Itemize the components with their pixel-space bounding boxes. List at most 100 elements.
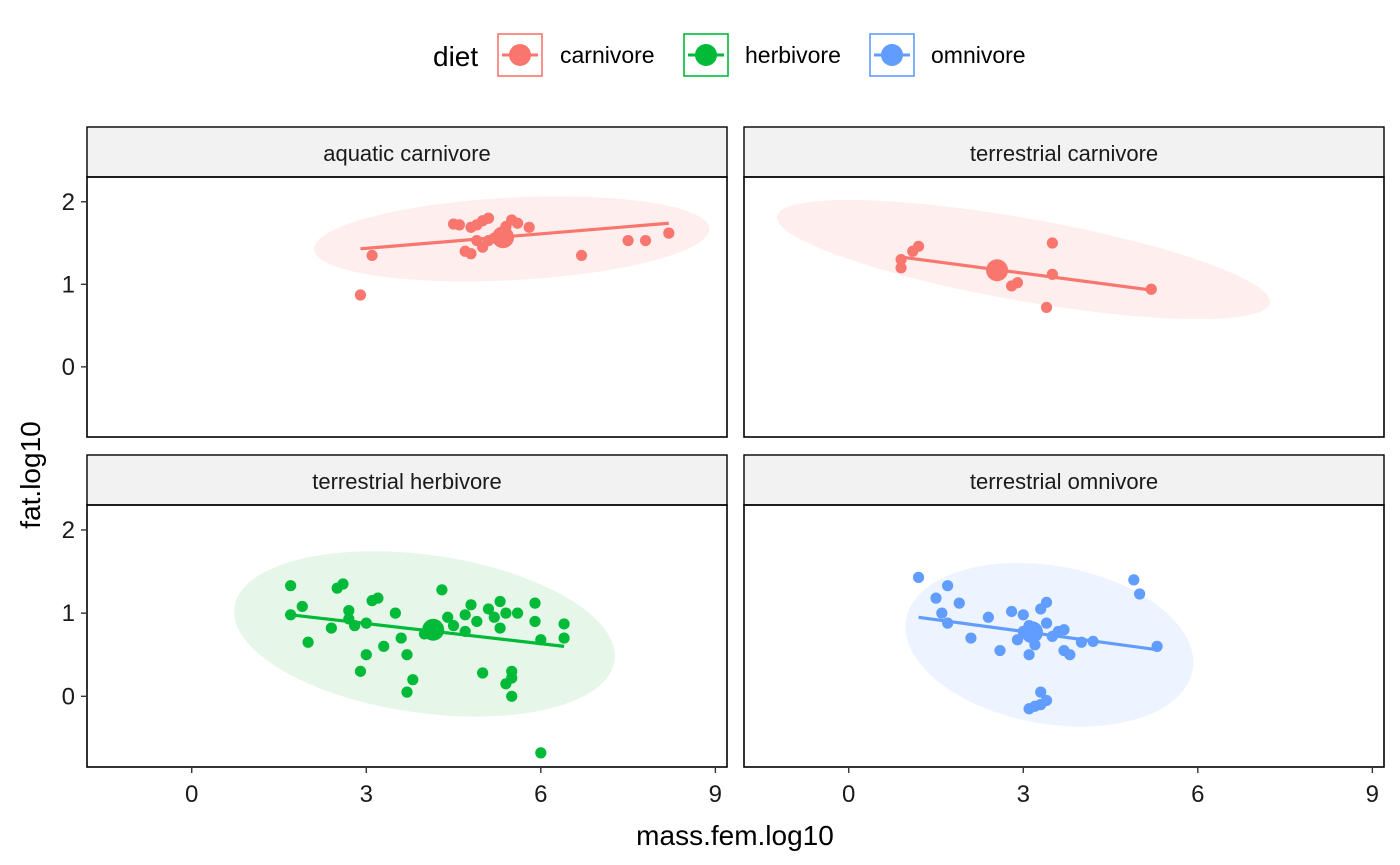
data-point [494,622,506,634]
panel-terrestrial-carnivore: terrestrial carnivore [743,126,1385,438]
data-point [558,632,570,644]
legend-label-carnivore: carnivore [560,42,655,68]
centroid-marker [1021,621,1043,644]
data-point [401,686,413,698]
strip-label: terrestrial carnivore [970,141,1158,166]
data-point [1046,237,1058,249]
data-point [1058,624,1070,636]
panel-terrestrial-herbivore: terrestrial herbivore 0 1 2 0 3 6 9 [62,454,728,808]
legend: diet carnivore herbivore omnivore [433,33,1026,77]
data-point [1011,634,1024,646]
centroid-marker [422,618,445,641]
data-point [465,248,477,260]
data-point [378,640,390,652]
legend-key-marker [695,44,717,66]
data-point [1040,617,1053,629]
y-tick-label: 1 [62,600,75,627]
data-point [459,625,471,638]
data-point [1040,694,1053,707]
data-point [912,571,925,583]
data-point [459,609,471,621]
confidence-ellipse [905,562,1194,727]
data-point [930,592,942,604]
x-tick-label: 9 [709,781,722,808]
data-point [1011,277,1024,289]
data-point [500,678,512,690]
data-point [372,592,384,604]
panel-data [234,551,615,759]
legend-key-marker [509,44,531,66]
trend-line [900,255,1152,292]
data-point [500,607,512,619]
data-point [535,747,547,759]
data-point [1151,640,1163,652]
data-point [302,636,314,648]
data-point [1064,649,1076,661]
legend-entries: carnivore herbivore omnivore [497,33,1026,77]
data-point [442,611,454,623]
data-point [942,580,954,592]
y-tick-label: 2 [62,517,75,544]
data-point [965,632,977,644]
data-point [511,607,524,619]
data-point [401,649,413,661]
x-tick-label: 3 [360,781,373,808]
y-tick-label: 2 [62,189,75,216]
legend-title: diet [433,41,478,72]
data-point [511,217,524,229]
panel-border [86,176,728,438]
data-point [912,240,925,252]
panel-data [314,196,710,301]
data-point [523,221,535,233]
facet-panels: aquatic carnivore 0 1 2 terrestrial carnivor… [62,126,1385,808]
data-point [349,620,361,632]
data-point [1087,635,1099,648]
legend-key-marker [881,44,903,66]
data-point [1040,596,1053,608]
x-tick-label: 0 [842,781,855,808]
data-point [663,227,675,239]
data-point [482,603,495,615]
data-point [354,289,367,301]
data-point [1145,283,1157,295]
data-point [337,578,349,590]
data-point [471,615,483,628]
legend-entry-carnivore: carnivore [497,33,655,77]
strip-label: aquatic carnivore [323,141,491,166]
data-point [1023,649,1035,661]
data-point [325,622,337,634]
data-point [953,597,965,609]
data-point [575,249,588,262]
x-tick-label: 3 [1017,781,1030,808]
centroid-marker [986,259,1009,282]
data-point [488,611,500,623]
panel-aquatic-carnivore: aquatic carnivore 0 1 2 [62,126,728,438]
legend-label-herbivore: herbivore [745,42,841,68]
panel-terrestrial-omnivore: terrestrial omnivore 0 3 6 9 [743,454,1385,808]
data-point [482,212,495,224]
data-point [465,599,477,611]
data-point [285,580,297,592]
data-point [360,617,372,629]
x-tick-label: 6 [534,781,547,808]
data-point [982,611,994,623]
confidence-ellipse [776,200,1270,320]
data-point [389,607,401,619]
trend-line [360,221,669,251]
data-point [1006,605,1018,618]
strip-label: terrestrial omnivore [970,469,1158,494]
data-point [296,600,308,613]
x-tick-label: 6 [1191,781,1204,808]
legend-entry-omnivore: omnivore [869,33,1026,77]
y-tick-label: 0 [62,683,75,710]
data-point [447,620,460,632]
data-point [436,584,448,596]
data-point [558,618,570,630]
data-point [453,219,465,231]
strip-background [86,454,728,506]
data-point [622,234,634,247]
panel-border [743,176,1385,438]
data-point [1128,574,1140,586]
legend-entry-herbivore: herbivore [683,33,841,77]
